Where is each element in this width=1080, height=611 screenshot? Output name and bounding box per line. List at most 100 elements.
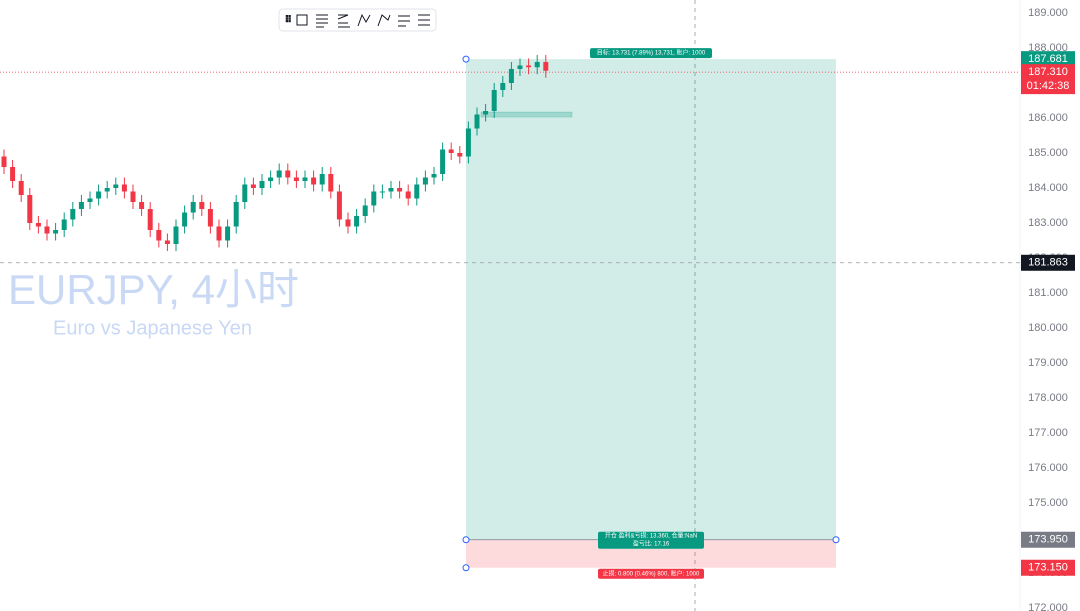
y-tick-label: 179.000 (1028, 357, 1068, 369)
candle-body (78, 201, 84, 209)
tool-icon[interactable] (357, 13, 371, 27)
candle-body (354, 215, 360, 227)
toolbar[interactable]: ⠿ (278, 8, 437, 32)
last-price-bg (1021, 64, 1075, 95)
y-tick-label: 172.000 (1028, 602, 1068, 611)
candle-body (534, 61, 540, 68)
candle-body (156, 229, 162, 241)
stop-price: 173.150 (1028, 562, 1068, 574)
candle-body (1, 156, 7, 167)
candle-body (405, 191, 411, 199)
candle-body (483, 110, 489, 115)
crosshair-price-bg (1021, 254, 1075, 271)
tool-icon[interactable] (377, 14, 391, 27)
y-tick-label: 178.000 (1028, 392, 1068, 404)
y-tick-label: 186.000 (1028, 112, 1068, 124)
toolbar-box[interactable] (278, 8, 437, 32)
entry-price-bg (1021, 531, 1075, 548)
entry-price: 173.950 (1028, 534, 1068, 546)
candle-body (35, 222, 41, 227)
tool-icon[interactable] (337, 14, 350, 28)
y-tick-label: 177.000 (1028, 427, 1068, 439)
candle-body (61, 219, 67, 230)
candle-body (53, 229, 59, 234)
candle-body (70, 208, 76, 220)
chart-subtitle: Euro vs Japanese Yen (53, 317, 252, 339)
candle-body (328, 173, 334, 192)
candle-body (216, 226, 222, 241)
candle-body (336, 191, 342, 220)
candle-body (474, 114, 480, 129)
candle-body (199, 201, 205, 209)
tool-icon[interactable] (398, 15, 410, 27)
candle-body (311, 177, 317, 185)
y-tick-label: 183.000 (1028, 217, 1068, 229)
candle-body (414, 184, 420, 199)
candle-body (448, 149, 454, 153)
candle-body (508, 68, 514, 83)
chart-title: EURJPY, 4小时 (8, 266, 299, 313)
candle-body (10, 166, 16, 181)
svg-text:⠿: ⠿ (285, 14, 292, 24)
handle[interactable] (462, 536, 470, 544)
y-tick-label: 181.000 (1028, 287, 1068, 299)
stop-text-bg (598, 568, 704, 579)
candle-body (207, 208, 213, 227)
candle-body (173, 226, 179, 244)
candle-body (397, 187, 403, 192)
handle[interactable] (462, 564, 470, 572)
candle-body (147, 208, 153, 230)
candle-body (164, 240, 170, 244)
candle-body (457, 152, 463, 157)
candle-body (371, 191, 377, 206)
candle-body (87, 198, 93, 202)
y-tick-label: 185.000 (1028, 147, 1068, 159)
candle-body (242, 184, 248, 202)
profit-zone (466, 59, 836, 540)
candle-body (233, 201, 239, 227)
tool-icon[interactable] (296, 14, 308, 26)
stop-price-bg (1021, 559, 1075, 576)
target-text-bg (590, 48, 712, 59)
y-tick-label: 188.000 (1028, 42, 1068, 54)
candle-body (182, 212, 188, 227)
y-tick-label: 189.000 (1028, 7, 1068, 19)
stop-text: 止损: 0.800 (0.46%) 800, 账户: 1000 (603, 569, 700, 577)
candle-body (517, 65, 523, 69)
entry-text-bg (598, 531, 704, 549)
candle-body (18, 180, 24, 195)
candle-body (431, 173, 437, 178)
last-price-countdown: 01:42:38 (1027, 80, 1070, 92)
candle-body (379, 191, 385, 193)
handle[interactable] (832, 536, 840, 544)
target-price-bg (1021, 51, 1075, 68)
candle-body (388, 187, 394, 192)
tool-icon[interactable] (316, 14, 328, 28)
candle-body (27, 194, 33, 223)
candle-body (276, 170, 282, 178)
candle-body (465, 128, 471, 157)
candle-body (44, 226, 50, 234)
candle-body (362, 205, 368, 216)
handle[interactable] (462, 55, 470, 63)
y-tick-label: 176.000 (1028, 462, 1068, 474)
candle-body (345, 219, 351, 227)
candle-body (139, 201, 145, 209)
entry-text: 开仓 盈利&亏损: 13.360, 仓量:NaN (605, 531, 697, 539)
candle-body (440, 149, 446, 174)
candle-body (491, 89, 497, 111)
candle-body (268, 177, 274, 181)
candle-body (285, 170, 291, 178)
target-price: 187.681 (1028, 53, 1068, 65)
candle-body (302, 177, 308, 181)
candle-body (526, 65, 532, 68)
ratio-text: 盈亏比: 17.16 (633, 539, 670, 547)
crosshair-price: 181.863 (1028, 257, 1068, 269)
candle-body (250, 184, 256, 188)
candle-body (422, 177, 428, 185)
tool-icon[interactable] (418, 14, 430, 26)
candle-body (190, 201, 196, 213)
last-price: 187.310 (1028, 66, 1068, 78)
y-tick-label: 184.000 (1028, 182, 1068, 194)
